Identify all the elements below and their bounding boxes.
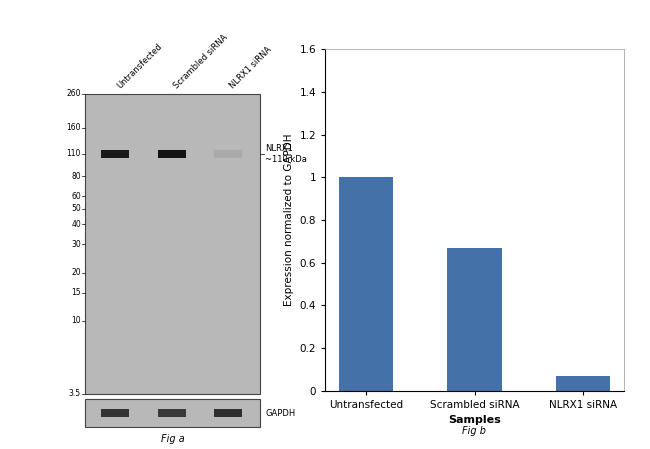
Text: 40: 40 (72, 220, 81, 229)
Text: 10: 10 (72, 317, 81, 326)
Text: 15: 15 (72, 288, 81, 297)
Bar (447, 248, 502, 391)
Bar (214, 150, 242, 158)
Text: NLRX1
~110 kDa: NLRX1 ~110 kDa (265, 144, 307, 164)
Bar (556, 376, 610, 391)
Y-axis label: Expression normalized to GAPDH: Expression normalized to GAPDH (284, 134, 294, 306)
Text: 80: 80 (72, 172, 81, 180)
Text: 50: 50 (72, 204, 81, 213)
Bar (101, 150, 129, 158)
Text: 20: 20 (72, 268, 81, 277)
Text: 160: 160 (66, 123, 81, 132)
Bar (158, 409, 186, 417)
Text: Fig b: Fig b (463, 426, 486, 436)
Bar (158, 150, 186, 158)
Bar (339, 177, 393, 391)
X-axis label: Samples: Samples (448, 415, 501, 425)
Text: 3.5: 3.5 (69, 389, 81, 399)
Text: GAPDH: GAPDH (265, 409, 295, 418)
Text: Scrambled siRNA: Scrambled siRNA (172, 32, 229, 90)
Text: Fig a: Fig a (161, 434, 185, 444)
Bar (85, 94, 260, 394)
Text: 260: 260 (66, 89, 81, 98)
Text: NLRX1 siRNA: NLRX1 siRNA (228, 44, 274, 90)
Bar (85, 399, 260, 427)
Text: 60: 60 (72, 192, 81, 201)
Text: 30: 30 (72, 240, 81, 249)
Text: Untransfected: Untransfected (115, 41, 164, 90)
Bar (101, 409, 129, 417)
Text: 110: 110 (66, 150, 81, 158)
Bar (214, 409, 242, 417)
